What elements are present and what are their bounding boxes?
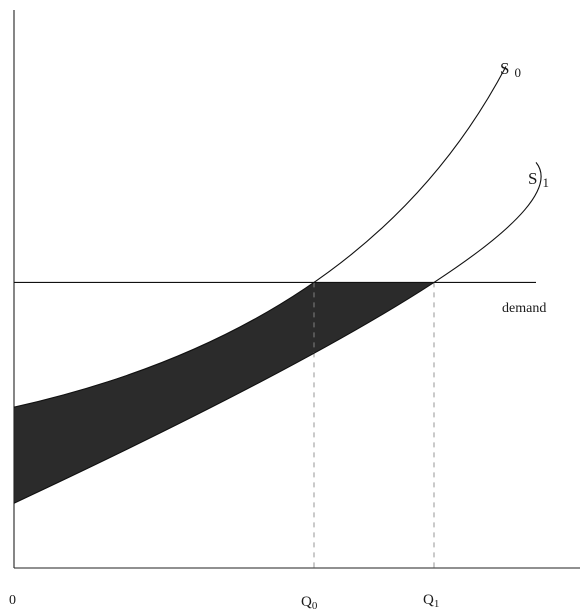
x-tick-label-q1: Q1 [423,592,439,610]
origin-label: 0 [9,593,16,608]
series-label-demand: demand [502,301,546,316]
shaded-region [13,282,435,504]
x-tick-label-q0: Q0 [301,594,318,612]
